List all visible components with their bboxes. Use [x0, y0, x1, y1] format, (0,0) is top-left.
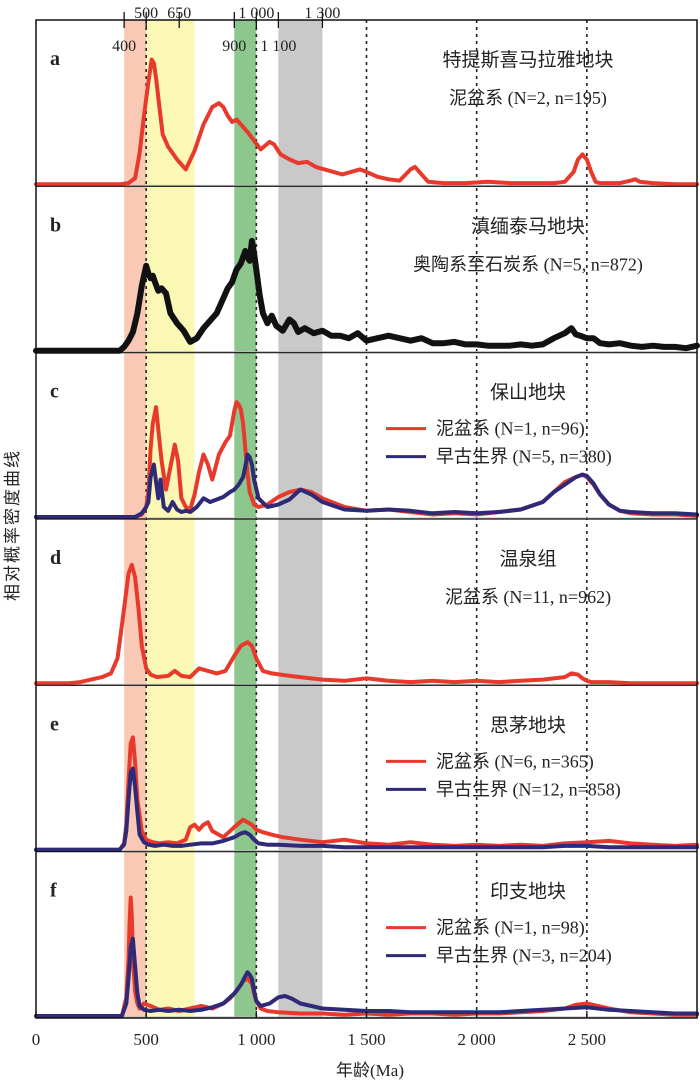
panel-letter: f — [50, 880, 57, 902]
top-marker-label: 650 — [167, 5, 191, 22]
panel-letter: e — [50, 713, 59, 735]
x-tick-label: 2 500 — [568, 1030, 606, 1049]
panel-title: 温泉组 — [499, 548, 556, 570]
top-marker-label: 1 100 — [260, 38, 296, 55]
panel-letter: a — [50, 48, 60, 70]
panel-subtitle: 奥陶系至石炭系 (N=5, n=872) — [413, 254, 643, 275]
top-age-markers: 400 500 650 900 1 000 1 100 1 300 — [112, 5, 340, 55]
top-marker-label: 400 — [112, 38, 136, 55]
panel-letter: b — [50, 214, 61, 236]
panel-title: 印支地块 — [490, 881, 566, 903]
top-marker-label: 1 300 — [304, 5, 340, 22]
x-tick-label: 500 — [133, 1030, 159, 1049]
x-tick-label: 2 000 — [458, 1030, 496, 1049]
panel-letter: c — [50, 381, 59, 403]
series-line-e-1 — [34, 766, 699, 852]
x-tick-label: 0 — [32, 1030, 41, 1049]
series-line-a-0 — [34, 57, 699, 187]
series-line-d-0 — [34, 562, 699, 686]
x-axis-title: 年龄(Ma) — [336, 1061, 404, 1080]
legend-label: 早古生界 (N=5, n=380) — [436, 447, 612, 468]
x-tick-label: 1 500 — [347, 1030, 385, 1049]
panel-subtitle: 泥盆系 (N=11, n=962) — [445, 587, 611, 608]
series-line-b-0 — [33, 237, 700, 354]
series-line-f-1 — [34, 936, 699, 1018]
top-marker-label: 1 000 — [238, 5, 274, 22]
panel-title: 特提斯喜马拉雅地块 — [442, 49, 613, 71]
x-axis: 0 500 1 000 1 500 2 000 2 500 — [32, 1011, 606, 1049]
legend-label: 泥盆系 (N=1, n=98) — [436, 918, 585, 939]
panel-title: 思茅地块 — [490, 714, 566, 736]
legend-label: 泥盆系 (N=6, n=365) — [436, 751, 594, 772]
top-marker-label: 500 — [134, 5, 158, 22]
y-axis-title: 相对概率密度曲线 — [3, 449, 22, 601]
panel-title: 滇缅泰马地块 — [471, 215, 585, 237]
series-line-c-1 — [34, 452, 699, 519]
legend-label: 早古生界 (N=12, n=858) — [436, 779, 621, 800]
legend-label: 早古生界 (N=3, n=204) — [436, 946, 612, 967]
top-marker-label: 900 — [222, 38, 246, 55]
panel-letter: d — [50, 547, 61, 569]
legend-label: 泥盆系 (N=1, n=96) — [436, 419, 585, 440]
panel-title: 保山地块 — [490, 382, 566, 404]
x-tick-label: 1 000 — [237, 1030, 275, 1049]
panel-subtitle: 泥盆系 (N=2, n=195) — [449, 88, 607, 109]
